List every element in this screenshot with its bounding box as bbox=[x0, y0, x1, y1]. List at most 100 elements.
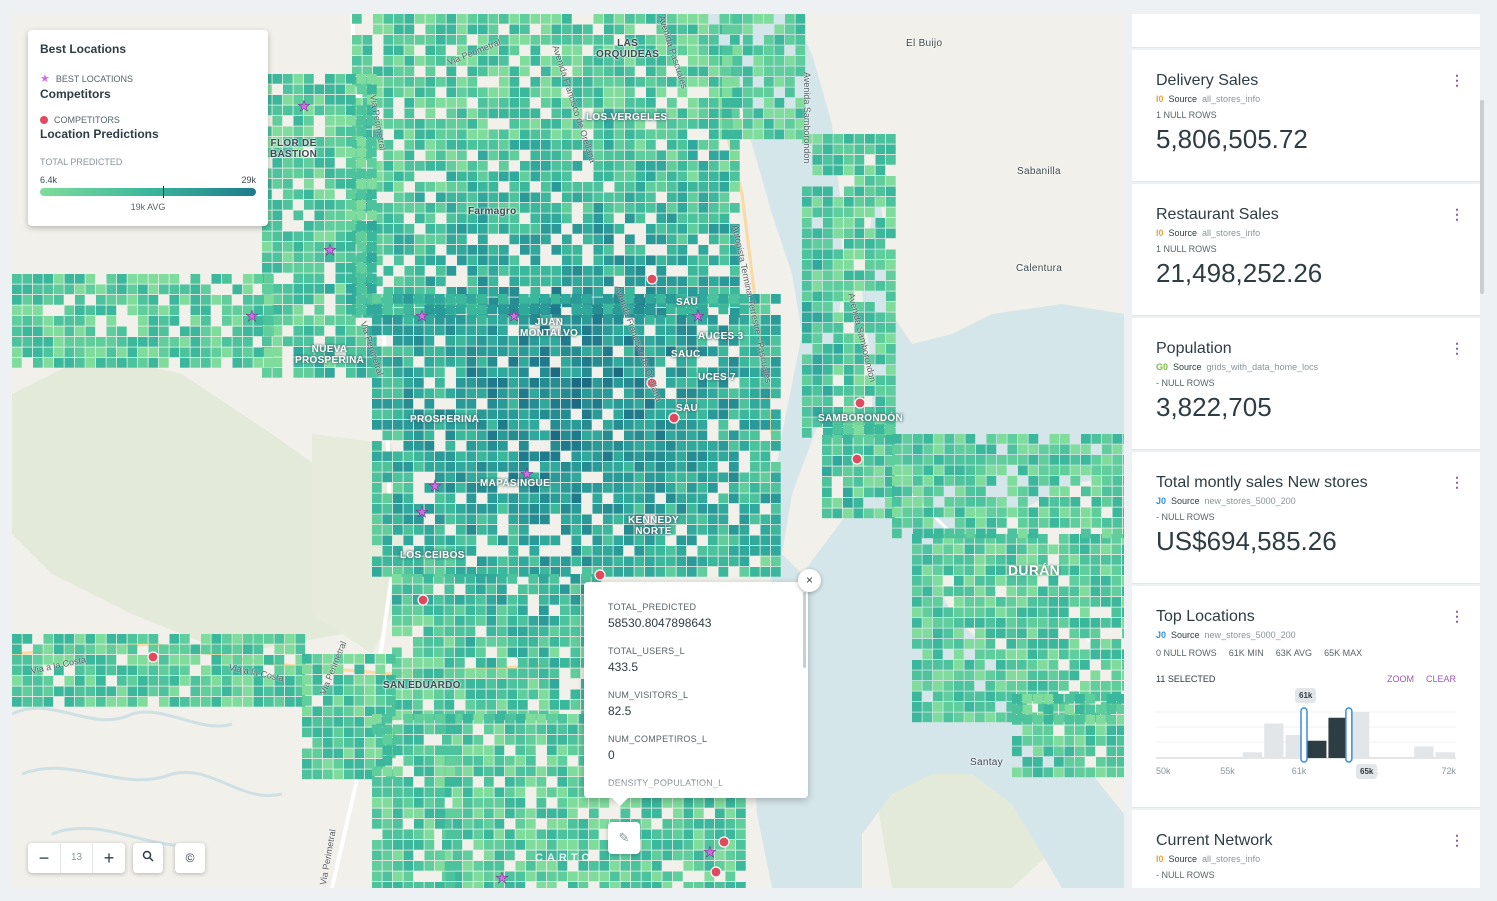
grid-cell[interactable] bbox=[985, 628, 996, 639]
grid-cell[interactable] bbox=[1059, 639, 1069, 649]
grid-cell[interactable] bbox=[1106, 704, 1117, 715]
grid-cell[interactable] bbox=[253, 316, 264, 326]
grid-cell[interactable] bbox=[1007, 455, 1018, 465]
grid-cell[interactable] bbox=[383, 213, 394, 224]
grid-cell[interactable] bbox=[750, 420, 760, 430]
grid-cell[interactable] bbox=[393, 325, 403, 336]
grid-cell[interactable] bbox=[823, 260, 833, 270]
grid-cell[interactable] bbox=[613, 472, 624, 483]
grid-cell[interactable] bbox=[1054, 715, 1064, 725]
grid-cell[interactable] bbox=[1060, 434, 1070, 444]
grid-cell[interactable] bbox=[528, 616, 539, 626]
grid-cell[interactable] bbox=[1064, 767, 1075, 778]
grid-cell[interactable] bbox=[1081, 434, 1091, 444]
grid-cell[interactable] bbox=[526, 735, 536, 745]
grid-cell[interactable] bbox=[325, 221, 335, 231]
grid-cell[interactable] bbox=[550, 483, 561, 493]
grid-cell[interactable] bbox=[499, 14, 509, 24]
grid-cell[interactable] bbox=[1006, 618, 1017, 628]
grid-cell[interactable] bbox=[293, 294, 304, 305]
grid-cell[interactable] bbox=[771, 504, 781, 514]
grid-cell[interactable] bbox=[812, 407, 823, 417]
grid-cell[interactable] bbox=[344, 654, 354, 664]
grid-cell[interactable] bbox=[1117, 704, 1124, 715]
grid-cell[interactable] bbox=[1112, 486, 1123, 497]
grid-cell[interactable] bbox=[571, 430, 582, 441]
grid-cell[interactable] bbox=[832, 435, 843, 445]
grid-cell[interactable] bbox=[1059, 702, 1069, 712]
grid-cell[interactable] bbox=[964, 670, 975, 681]
grid-cell[interactable] bbox=[954, 534, 964, 544]
grid-cell[interactable] bbox=[325, 137, 335, 147]
grid-cell[interactable] bbox=[456, 420, 466, 430]
grid-cell[interactable] bbox=[452, 808, 463, 819]
grid-cell[interactable] bbox=[1096, 715, 1106, 725]
grid-cell[interactable] bbox=[529, 430, 540, 441]
grid-cell[interactable] bbox=[843, 424, 853, 435]
grid-cell[interactable] bbox=[314, 252, 325, 263]
grid-cell[interactable] bbox=[520, 98, 530, 108]
grid-cell[interactable] bbox=[550, 367, 561, 378]
grid-cell[interactable] bbox=[529, 451, 540, 462]
grid-cell[interactable] bbox=[833, 207, 844, 218]
grid-cell[interactable] bbox=[874, 466, 885, 477]
grid-cell[interactable] bbox=[392, 689, 402, 700]
grid-cell[interactable] bbox=[540, 504, 550, 514]
grid-cell[interactable] bbox=[1069, 618, 1080, 628]
grid-cell[interactable] bbox=[676, 514, 687, 525]
grid-cell[interactable] bbox=[1080, 712, 1090, 723]
grid-cell[interactable] bbox=[484, 787, 494, 798]
grid-cell[interactable] bbox=[404, 150, 415, 161]
grid-cell[interactable] bbox=[655, 409, 666, 420]
grid-cell[interactable] bbox=[955, 434, 965, 444]
grid-cell[interactable] bbox=[201, 326, 211, 337]
grid-cell[interactable] bbox=[603, 556, 613, 567]
grid-cell[interactable] bbox=[739, 315, 750, 325]
grid-cell[interactable] bbox=[1043, 746, 1054, 757]
grid-cell[interactable] bbox=[272, 242, 283, 252]
grid-cell[interactable] bbox=[444, 605, 455, 616]
grid-cell[interactable] bbox=[325, 189, 335, 200]
grid-cell[interactable] bbox=[646, 203, 656, 213]
grid-cell[interactable] bbox=[795, 35, 806, 45]
grid-cell[interactable] bbox=[954, 691, 964, 702]
grid-cell[interactable] bbox=[445, 714, 456, 724]
grid-cell[interactable] bbox=[394, 77, 404, 87]
grid-cell[interactable] bbox=[892, 465, 902, 476]
grid-cell[interactable] bbox=[764, 77, 774, 87]
grid-cell[interactable] bbox=[613, 378, 624, 388]
grid-cell[interactable] bbox=[760, 514, 771, 525]
grid-cell[interactable] bbox=[570, 647, 581, 658]
grid-cell[interactable] bbox=[1112, 507, 1123, 518]
grid-cell[interactable] bbox=[568, 766, 578, 777]
grid-cell[interactable] bbox=[487, 451, 498, 462]
grid-cell[interactable] bbox=[844, 365, 854, 375]
grid-cell[interactable] bbox=[456, 504, 466, 514]
grid-cell[interactable] bbox=[613, 546, 624, 556]
grid-cell[interactable] bbox=[571, 556, 582, 567]
grid-cell[interactable] bbox=[486, 700, 497, 710]
grid-cell[interactable] bbox=[54, 686, 64, 697]
grid-cell[interactable] bbox=[519, 367, 529, 378]
grid-cell[interactable] bbox=[547, 714, 557, 724]
grid-cell[interactable] bbox=[698, 255, 709, 266]
grid-cell[interactable] bbox=[823, 428, 833, 438]
grid-cell[interactable] bbox=[530, 287, 541, 297]
grid-cell[interactable] bbox=[488, 203, 499, 213]
grid-cell[interactable] bbox=[753, 129, 764, 140]
grid-cell[interactable] bbox=[477, 304, 487, 315]
grid-cell[interactable] bbox=[634, 546, 645, 556]
grid-cell[interactable] bbox=[75, 305, 85, 316]
grid-cell[interactable] bbox=[581, 574, 591, 584]
grid-cell[interactable] bbox=[812, 165, 823, 176]
grid-cell[interactable] bbox=[43, 686, 54, 697]
grid-cell[interactable] bbox=[1111, 576, 1122, 586]
grid-cell[interactable] bbox=[117, 326, 127, 337]
grid-cell[interactable] bbox=[853, 414, 864, 424]
grid-cell[interactable] bbox=[572, 45, 583, 56]
grid-cell[interactable] bbox=[403, 567, 414, 577]
grid-cell[interactable] bbox=[335, 137, 346, 147]
grid-cell[interactable] bbox=[954, 607, 964, 618]
grid-cell[interactable] bbox=[954, 576, 964, 586]
grid-cell[interactable] bbox=[656, 77, 667, 87]
